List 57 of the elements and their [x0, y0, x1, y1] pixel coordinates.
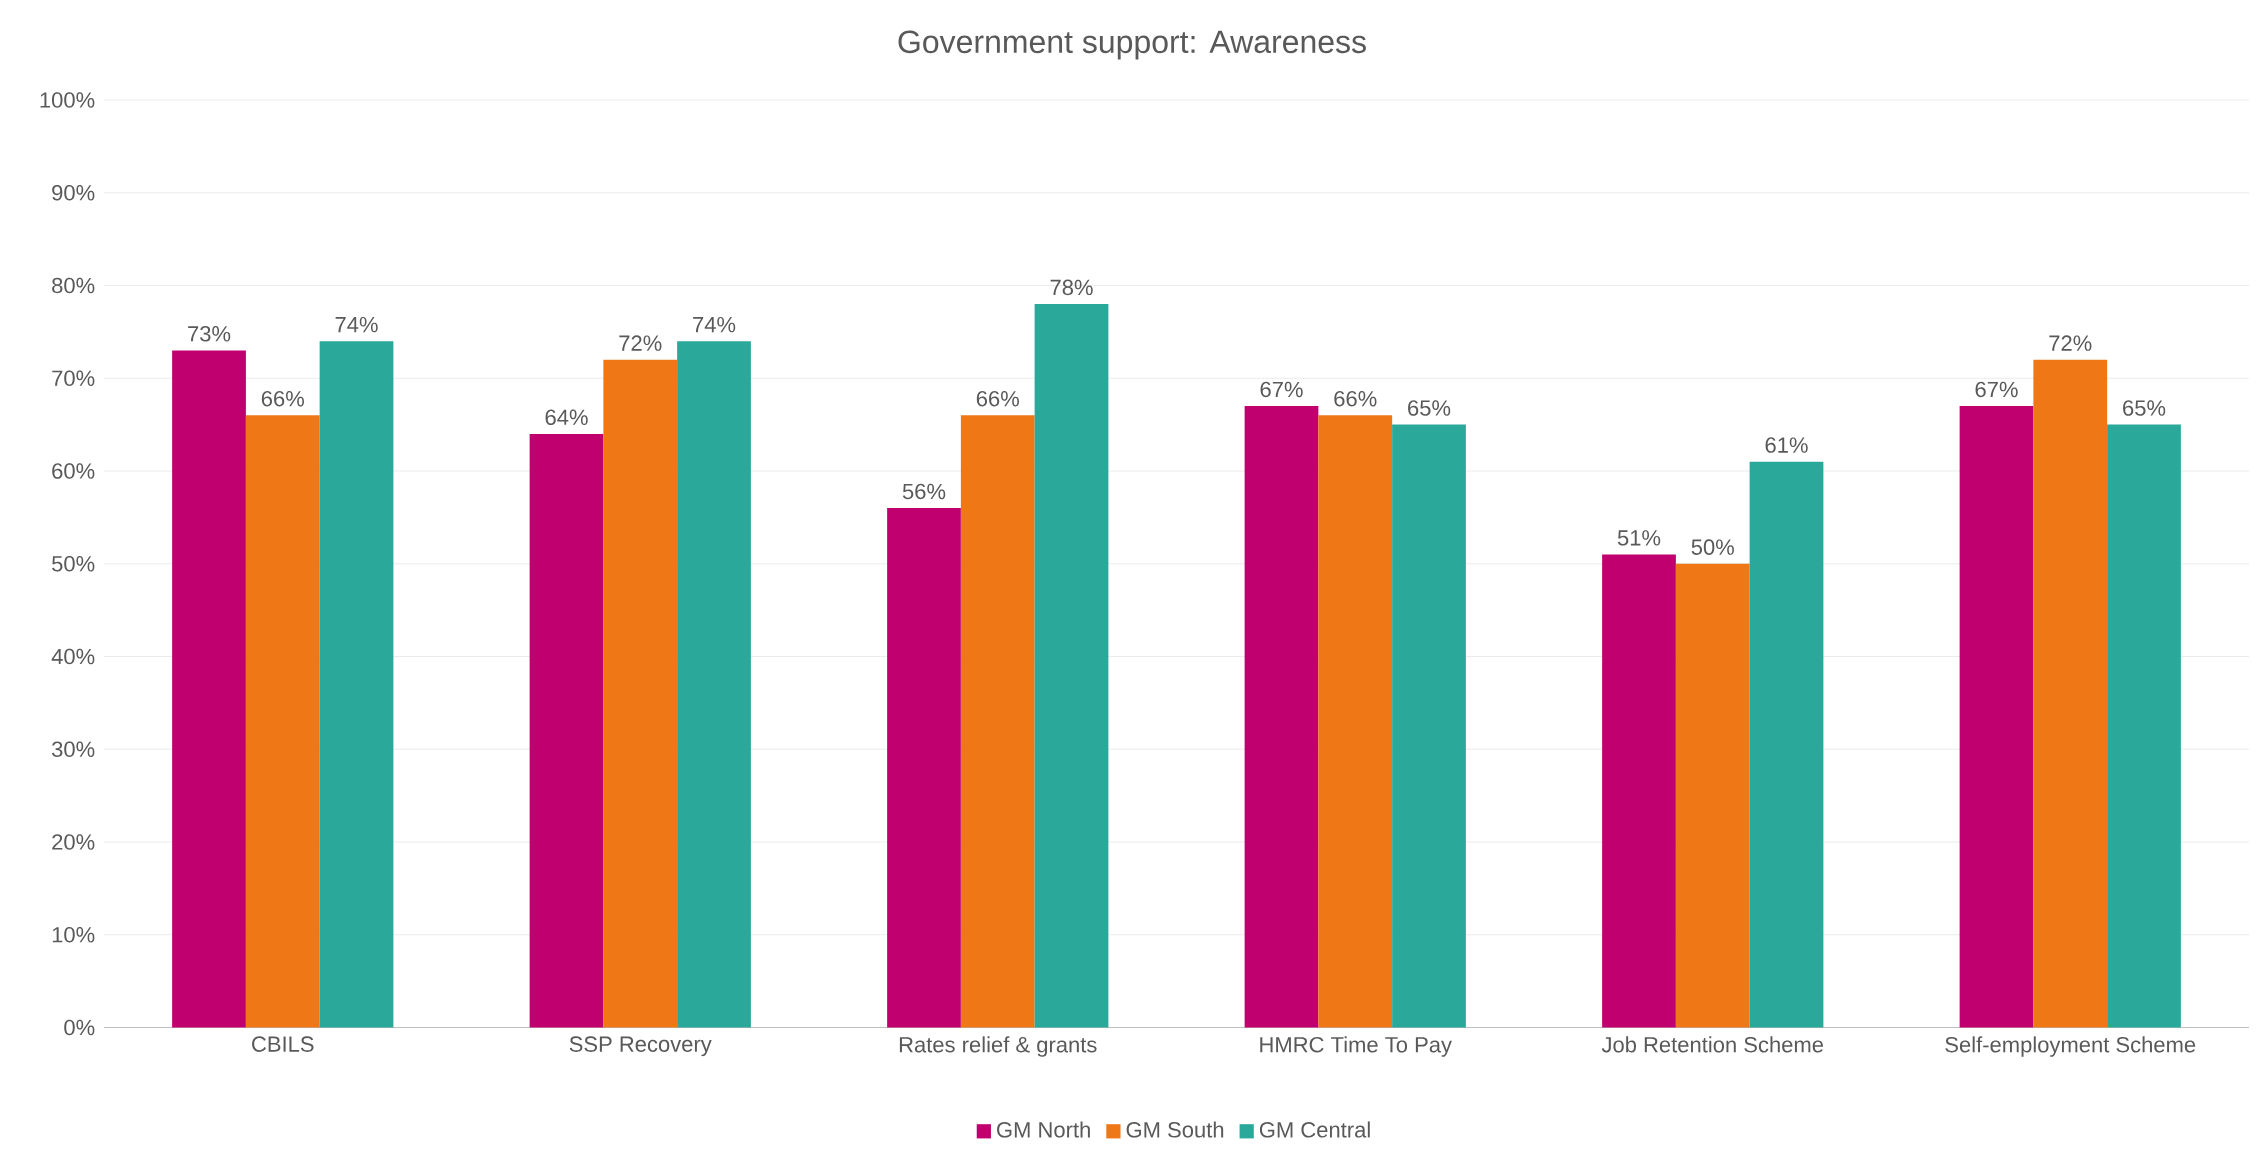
bar	[245, 415, 320, 1028]
legend-label: GM North	[997, 1121, 1090, 1138]
y-tick-label: 70%	[52, 370, 95, 387]
data-label: 72%	[2049, 335, 2092, 351]
x-tick-label: Self-employment Scheme	[1945, 1036, 2196, 1057]
data-label: 50%	[1691, 539, 1734, 555]
y-tick-label: 50%	[52, 555, 95, 572]
bar	[1749, 461, 1824, 1028]
data-label: 56%	[902, 483, 946, 500]
data-label: 74%	[693, 316, 736, 333]
y-tick-label: 20%	[52, 834, 95, 850]
bar	[1675, 563, 1750, 1028]
bar	[2107, 424, 2181, 1028]
y-tick-label: 0%	[64, 1019, 95, 1036]
bar	[603, 359, 678, 1028]
x-tick-label: Job Retention Scheme	[1601, 1036, 1824, 1053]
bar	[1392, 424, 1466, 1028]
data-label: 66%	[976, 390, 1019, 407]
bar	[1602, 554, 1676, 1028]
bar	[887, 508, 961, 1028]
data-label: 73%	[188, 326, 231, 342]
data-label: 72%	[619, 335, 662, 351]
bar	[677, 341, 751, 1028]
bar	[2033, 359, 2108, 1028]
bar	[1959, 406, 2034, 1028]
bar	[319, 341, 394, 1028]
data-label: 66%	[261, 390, 304, 407]
data-label: 78%	[1050, 279, 1093, 296]
legend-label: GM Central	[1259, 1121, 1370, 1138]
data-label: 66%	[1334, 390, 1377, 407]
y-tick-label: 80%	[52, 277, 95, 294]
bar	[1318, 415, 1393, 1028]
data-label: 67%	[1260, 381, 1303, 398]
bar	[960, 415, 1035, 1028]
chart-title: Government support: Awareness	[898, 30, 1366, 60]
bar	[1034, 304, 1109, 1028]
y-tick-label: 60%	[52, 463, 95, 479]
legend-label: GM South	[1126, 1121, 1224, 1138]
bar	[1244, 406, 1319, 1028]
data-label: 64%	[545, 409, 588, 426]
y-tick-label: 40%	[51, 648, 95, 665]
y-tick-label: 100%	[40, 92, 95, 108]
data-label: 65%	[1408, 400, 1451, 416]
bar	[529, 433, 604, 1028]
x-tick-label: SSP Recovery	[569, 1036, 712, 1057]
data-label: 74%	[335, 316, 378, 333]
y-tick-label: 30%	[51, 741, 95, 758]
x-tick-label: CBILS	[252, 1036, 314, 1052]
x-tick-label: Rates relief & grants	[899, 1036, 1097, 1057]
data-label: 65%	[2123, 400, 2166, 416]
y-tick-label: 90%	[52, 184, 95, 201]
data-label: 51%	[1617, 530, 1661, 546]
bar	[172, 350, 246, 1028]
y-tick-label: 10%	[52, 926, 95, 943]
x-tick-label: HMRC Time To Pay	[1260, 1036, 1452, 1057]
data-label: 67%	[1975, 381, 2018, 398]
data-label: 61%	[1765, 437, 1808, 453]
